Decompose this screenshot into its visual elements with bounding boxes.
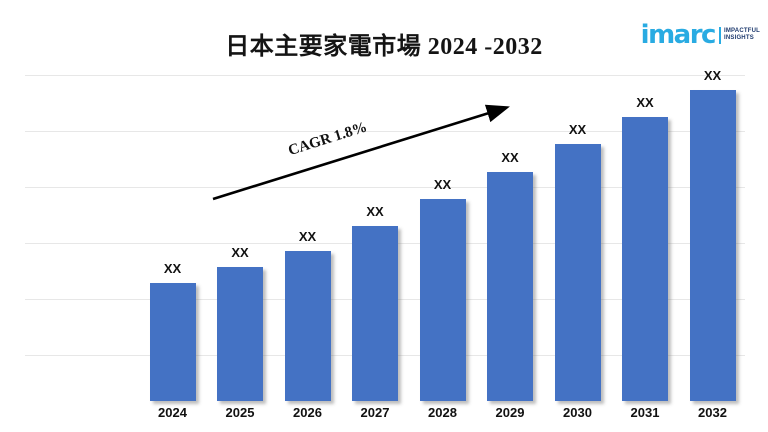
x-axis-label-2024: 2024 [158, 405, 187, 420]
x-axis-label-2026: 2026 [293, 405, 322, 420]
bar-value-label-2026: XX [298, 229, 317, 244]
x-axis-label-2027: 2027 [360, 405, 390, 420]
gridline [25, 75, 745, 76]
bar-value-label-2029: XX [501, 150, 519, 165]
logo-divider [718, 26, 721, 44]
x-axis-label-2028: 2028 [428, 405, 457, 420]
imarc-logo-wordmark: imarc [640, 20, 717, 50]
imarc-logo-tagline: IMPACTFUL INSIGHTS [724, 28, 760, 42]
bar-2025 [217, 267, 263, 401]
x-axis-label-2031: 2031 [630, 405, 660, 420]
bar-2029 [487, 172, 533, 401]
bar-2024 [149, 283, 196, 401]
imarc-tagline-line2: INSIGHTS [723, 35, 754, 41]
bar-value-label-2025: XX [231, 245, 249, 260]
bar-2031 [622, 117, 668, 401]
bar-2028 [419, 199, 466, 401]
x-axis-label-2030: 2030 [563, 405, 592, 420]
x-axis-label-2025: 2025 [225, 405, 255, 420]
bar-value-label-2030: XX [568, 122, 587, 137]
bar-value-label-2031: XX [636, 95, 654, 110]
bar-value-label-2024: XX [163, 261, 182, 276]
bar-2030 [554, 144, 601, 401]
chart-title: 日本主要家電市場 2024 -2032 [225, 34, 543, 60]
bar-value-label-2028: XX [433, 177, 452, 192]
x-axis-label-2032: 2032 [698, 405, 727, 420]
bar-2032 [689, 90, 736, 401]
x-axis-label-2029: 2029 [495, 405, 525, 420]
bar-value-label-2032: XX [703, 68, 722, 83]
bar-2026 [284, 251, 331, 401]
cagr-label: CAGR 1.8% [286, 119, 369, 159]
bar-value-label-2027: XX [366, 204, 384, 219]
imarc-tagline-line1: IMPACTFUL [723, 27, 760, 34]
imarc-logo: imarc IMPACTFUL INSIGHTS [641, 22, 760, 48]
bar-2027 [352, 226, 398, 401]
